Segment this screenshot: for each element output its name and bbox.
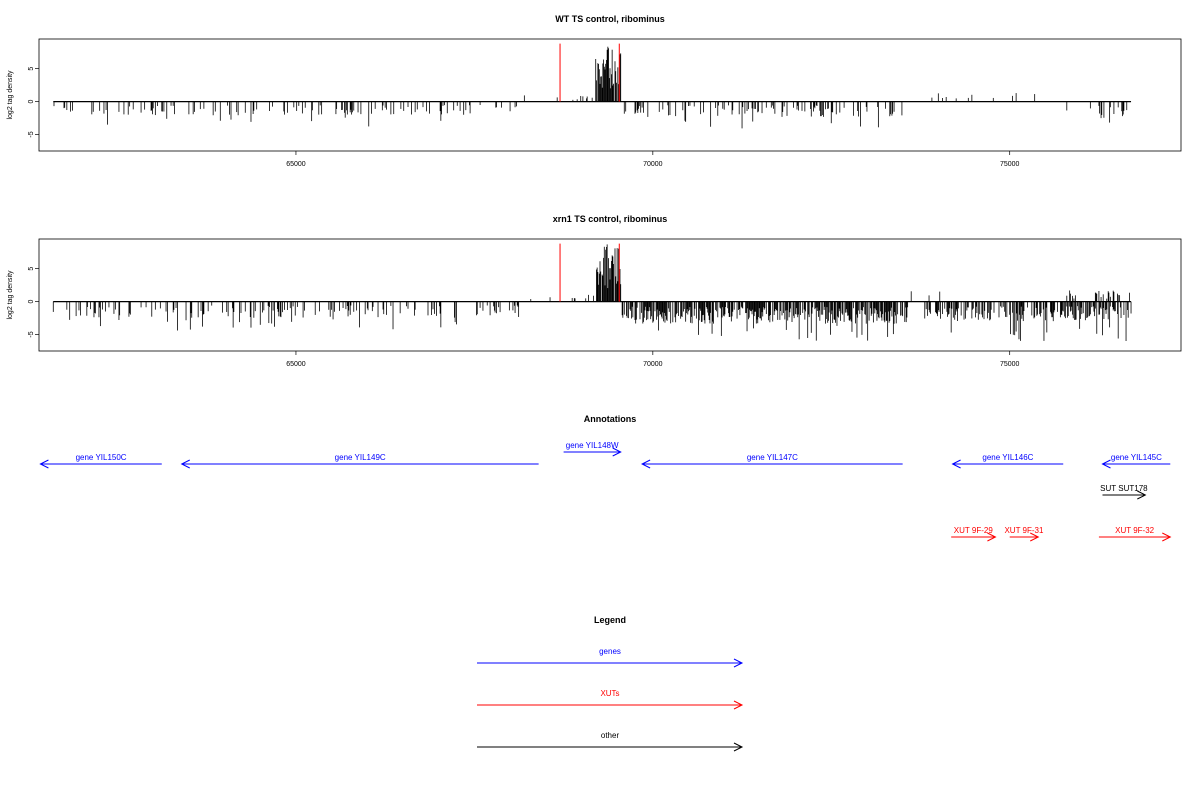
arrowhead-right-icon bbox=[1030, 532, 1040, 542]
wt-xticks: 65000 70000 75000 bbox=[286, 151, 1020, 168]
feature-label: XUT 9F-32 bbox=[1115, 526, 1155, 535]
annotation-features: gene YIL150C gene YIL149C gene YIL148W gene… bbox=[39, 441, 1172, 542]
feature-label: gene YIL145C bbox=[1111, 453, 1162, 462]
wt-plot-frame bbox=[38, 38, 1182, 152]
legend-title: Legend bbox=[594, 615, 626, 625]
ytick-label: 5 bbox=[28, 67, 35, 71]
xrn1-yticks: -5 0 5 bbox=[28, 267, 39, 338]
wt-bars bbox=[53, 43, 1132, 129]
wt-yticks: -5 0 5 bbox=[28, 67, 39, 138]
annotations-track: Annotations gene YIL150C gene YIL149Cgene… bbox=[39, 414, 1172, 542]
arrowhead-right-icon bbox=[1162, 532, 1172, 542]
feature-label: gene YIL148W bbox=[566, 441, 619, 450]
wt-ylabel: log2 tag density bbox=[7, 70, 14, 120]
feature-label: gene YIL150C bbox=[76, 453, 127, 462]
arrowhead-right-icon bbox=[733, 658, 744, 668]
arrowhead-left-icon bbox=[641, 459, 651, 469]
xtick-label: 75000 bbox=[1000, 161, 1020, 168]
arrowhead-right-icon bbox=[612, 447, 622, 457]
feature-label: SUT SUT178 bbox=[1100, 484, 1148, 493]
feature-label: XUT 9F-29 bbox=[954, 526, 994, 535]
xtick-label: 65000 bbox=[286, 161, 306, 168]
xrn1-ylabel: log2 tag density bbox=[7, 270, 14, 320]
xtick-label: 70000 bbox=[643, 361, 663, 368]
xrn1-xticks: 65000 70000 75000 bbox=[286, 351, 1020, 368]
feature-label: gene YIL146C bbox=[982, 453, 1033, 462]
ytick-label: -5 bbox=[28, 131, 35, 137]
arrowhead-left-icon bbox=[39, 459, 49, 469]
arrowhead-right-icon bbox=[733, 742, 744, 752]
xtick-label: 65000 bbox=[286, 361, 306, 368]
xrn1-bars bbox=[52, 243, 1132, 341]
ytick-label: 0 bbox=[28, 100, 35, 104]
feature-label: gene YIL147C bbox=[747, 453, 798, 462]
legend-label: XUTs bbox=[600, 689, 619, 698]
xrn1-panel: xrn1 TS control, ribominus log2 tag dens… bbox=[7, 214, 1182, 368]
xtick-label: 75000 bbox=[1000, 361, 1020, 368]
arrowhead-left-icon bbox=[1101, 459, 1111, 469]
legend-items: genes XUTs other bbox=[477, 647, 744, 752]
wt-panel-title: WT TS control, ribominus bbox=[555, 14, 665, 24]
arrowhead-right-icon bbox=[733, 700, 744, 710]
wt-panel: WT TS control, ribominus log2 tag densit… bbox=[7, 14, 1182, 168]
xrn1-plot-frame bbox=[38, 238, 1182, 352]
ytick-label: 5 bbox=[28, 267, 35, 271]
xrn1-panel-title: xrn1 TS control, ribominus bbox=[553, 214, 668, 224]
feature-label: gene YIL149C bbox=[335, 453, 386, 462]
ytick-label: 0 bbox=[28, 300, 35, 304]
legend-label: genes bbox=[599, 647, 621, 656]
annotations-title: Annotations bbox=[584, 414, 637, 424]
arrowhead-right-icon bbox=[1137, 490, 1147, 500]
legend: Legend genes XUTs other bbox=[477, 615, 744, 752]
feature-label: XUT 9F-31 bbox=[1004, 526, 1044, 535]
xtick-label: 70000 bbox=[643, 161, 663, 168]
legend-label: other bbox=[601, 731, 620, 740]
arrowhead-left-icon bbox=[951, 459, 961, 469]
ytick-label: -5 bbox=[28, 331, 35, 337]
arrowhead-left-icon bbox=[180, 459, 190, 469]
arrowhead-right-icon bbox=[987, 532, 997, 542]
